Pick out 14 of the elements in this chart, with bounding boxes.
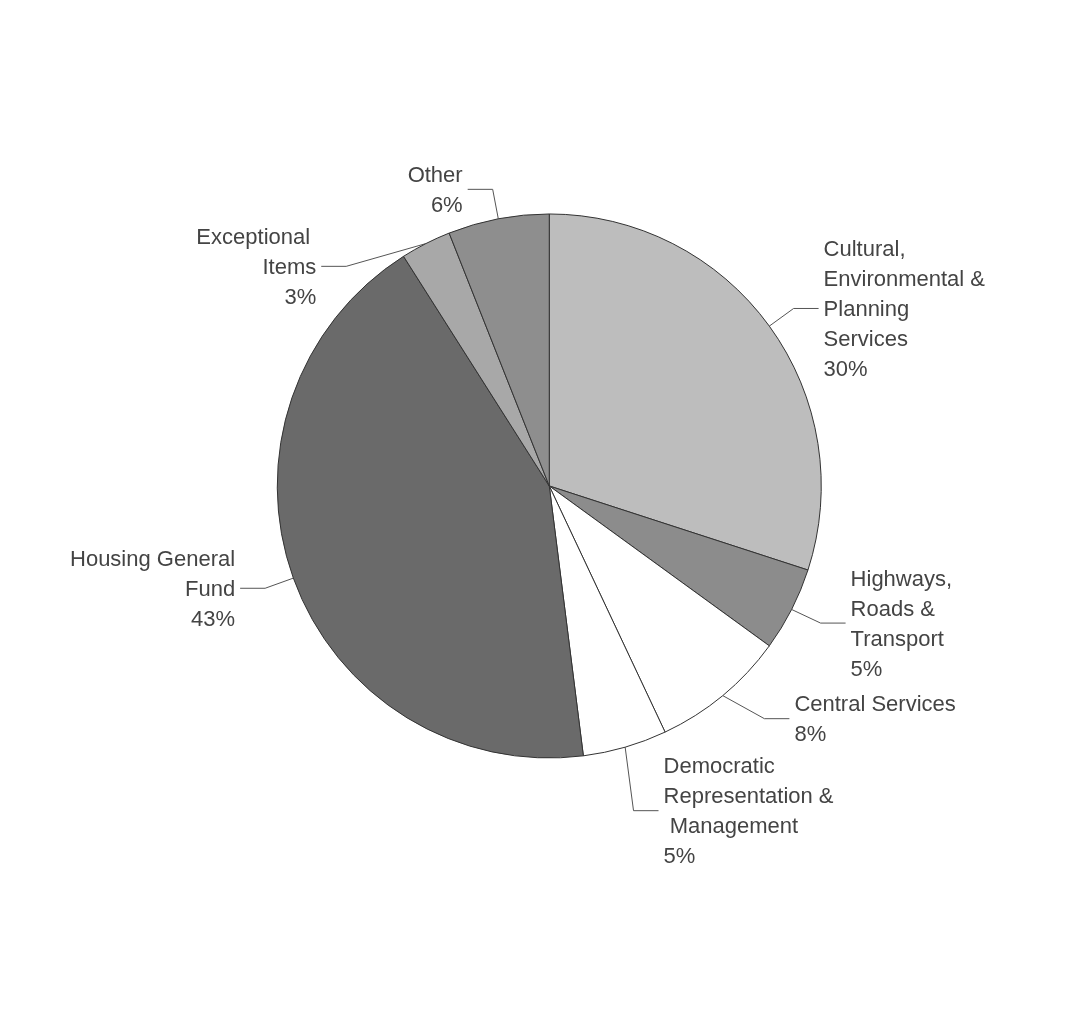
slice-label: Cultural, Environmental & Planning Services: [823, 235, 992, 351]
slice-label: Other: [407, 161, 463, 187]
data-label: 30%: [823, 355, 868, 381]
slice-label: Highways, Roads & Transport: [850, 565, 959, 651]
slice-label: Exceptional Items: [196, 223, 317, 279]
data-label: 3%: [284, 283, 317, 309]
slice-label: Democratic Representation & Management: [663, 753, 834, 839]
data-label: 6%: [430, 191, 463, 217]
slice-label: Central Services: [794, 691, 956, 717]
slice-label: Housing General Fund: [70, 545, 236, 601]
data-label: 8%: [794, 721, 827, 747]
data-label: 43%: [191, 605, 236, 631]
data-label: 5%: [663, 843, 696, 869]
data-label: 5%: [850, 655, 883, 681]
